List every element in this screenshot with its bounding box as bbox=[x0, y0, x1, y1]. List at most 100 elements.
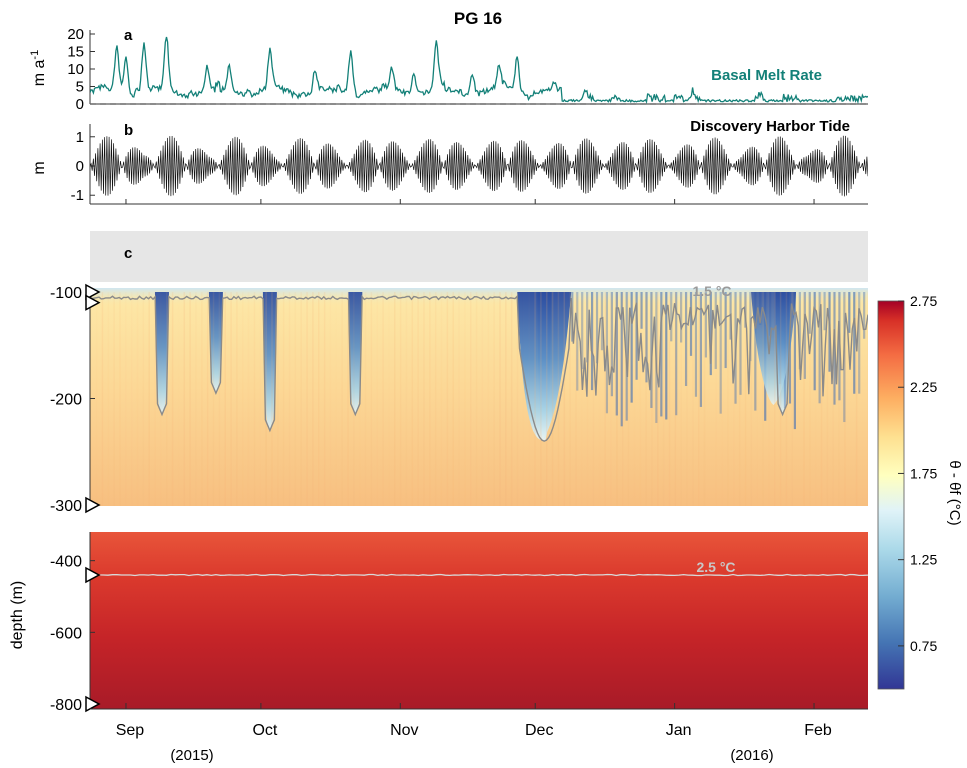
panel-label-a: a bbox=[124, 27, 133, 44]
warm-stripe bbox=[855, 292, 858, 506]
warm-stripe bbox=[662, 292, 665, 506]
cold-striation bbox=[704, 292, 707, 358]
warm-stripe bbox=[148, 292, 150, 506]
y-tick-label-b: -1 bbox=[71, 187, 84, 204]
warm-stripe bbox=[604, 292, 606, 506]
warm-stripe bbox=[364, 292, 367, 506]
warm-stripe bbox=[634, 292, 636, 506]
warm-stripe bbox=[750, 292, 753, 506]
warm-stripe bbox=[247, 292, 250, 506]
warm-stripe bbox=[557, 292, 560, 506]
ice-shelf-band bbox=[90, 231, 868, 282]
warm-stripe bbox=[429, 292, 431, 506]
cold-intrusion bbox=[154, 292, 169, 415]
warm-stripe bbox=[464, 292, 466, 506]
warm-stripe bbox=[423, 292, 425, 506]
y-tick-label-b: 1 bbox=[76, 129, 84, 146]
cold-striation bbox=[853, 292, 856, 394]
y-tick-label-a: 0 bbox=[76, 96, 84, 113]
warm-stripe bbox=[785, 292, 788, 506]
cold-striation bbox=[798, 292, 801, 370]
cold-striation bbox=[739, 292, 742, 395]
warm-stripe bbox=[189, 292, 191, 506]
cold-striation bbox=[858, 292, 861, 394]
x-tick-label: Dec bbox=[525, 722, 553, 739]
warm-stripe bbox=[668, 292, 671, 506]
warm-stripe bbox=[119, 292, 121, 506]
upper-heatmap bbox=[90, 288, 868, 506]
cold-striation bbox=[590, 292, 594, 391]
warm-stripe bbox=[815, 292, 817, 506]
cold-striation bbox=[595, 292, 599, 364]
panel-label-c: c bbox=[124, 245, 132, 262]
ylabel-a: m a-1 bbox=[29, 50, 48, 86]
lower-heatmap bbox=[90, 532, 868, 709]
warm-stripe bbox=[534, 292, 536, 506]
warm-stripe bbox=[727, 292, 729, 506]
colorbar-tick-label: 0.75 bbox=[910, 638, 937, 654]
cold-striation bbox=[640, 292, 643, 329]
cold-striation bbox=[744, 292, 747, 328]
cold-intrusions bbox=[95, 292, 868, 506]
colorbar-tick-label: 1.75 bbox=[910, 465, 937, 481]
cold-striation bbox=[650, 292, 653, 408]
warm-stripe bbox=[434, 292, 437, 506]
warm-stripe bbox=[142, 292, 145, 506]
warm-stripe bbox=[282, 292, 285, 506]
warm-stripe bbox=[762, 292, 764, 506]
warm-stripe bbox=[803, 292, 805, 506]
warm-stripe bbox=[493, 292, 495, 506]
warm-stripe bbox=[651, 292, 653, 506]
warm-stripe bbox=[844, 292, 846, 506]
warm-stripe bbox=[563, 292, 566, 506]
instrument-marker bbox=[85, 283, 101, 301]
warm-stripe bbox=[523, 292, 525, 506]
colorbar-tick-label: 2.25 bbox=[910, 379, 937, 395]
warm-stripe bbox=[224, 292, 226, 506]
cold-striation bbox=[863, 292, 866, 339]
warm-stripe bbox=[440, 292, 443, 506]
cold-striation bbox=[684, 292, 688, 387]
warm-stripe bbox=[657, 292, 659, 506]
warm-stripe bbox=[154, 292, 156, 506]
warm-stripe bbox=[306, 292, 308, 506]
warm-stripe bbox=[107, 292, 110, 506]
y-tick-label-a: 10 bbox=[67, 61, 84, 78]
warm-stripe bbox=[487, 292, 490, 506]
warm-stripe bbox=[382, 292, 384, 506]
warm-stripe bbox=[411, 292, 414, 506]
cold-striation bbox=[660, 292, 663, 417]
x-tick-label: Nov bbox=[390, 722, 418, 739]
colorbar-tick-label: 2.75 bbox=[910, 293, 937, 309]
warm-stripe bbox=[347, 292, 349, 506]
year-label-2015: (2015) bbox=[170, 747, 213, 764]
cold-striation bbox=[823, 292, 826, 331]
warm-stripe bbox=[388, 292, 390, 506]
warm-stripe bbox=[353, 292, 355, 506]
warm-stripe bbox=[575, 292, 577, 506]
cold-striation bbox=[610, 292, 613, 397]
warm-stripe bbox=[95, 292, 98, 506]
warm-stripe bbox=[820, 292, 823, 506]
warm-stripe bbox=[674, 292, 677, 506]
warm-stripe bbox=[230, 292, 232, 506]
warm-stripe bbox=[370, 292, 373, 506]
warm-stripe bbox=[277, 292, 279, 506]
cold-striation bbox=[803, 292, 806, 379]
warm-stripe bbox=[698, 292, 700, 506]
y-tick-label-c-lower: -800 bbox=[50, 697, 82, 714]
warm-stripe bbox=[300, 292, 302, 506]
warm-stripe bbox=[738, 292, 741, 506]
panel-c: c 1.5 °C 2.5 °C -100 -200 -300 -400 -600 -800… bbox=[9, 231, 868, 764]
warm-stripe bbox=[336, 292, 338, 506]
y-tick-label-b: 0 bbox=[76, 158, 84, 175]
warm-stripe bbox=[505, 292, 507, 506]
warm-stripe bbox=[265, 292, 267, 506]
cold-intrusion bbox=[348, 292, 363, 415]
contour-2p5 bbox=[90, 573, 868, 577]
warm-stripe bbox=[779, 292, 782, 506]
warm-stripe bbox=[774, 292, 776, 506]
x-tick-label: Feb bbox=[804, 722, 832, 739]
warm-stripe bbox=[510, 292, 513, 506]
